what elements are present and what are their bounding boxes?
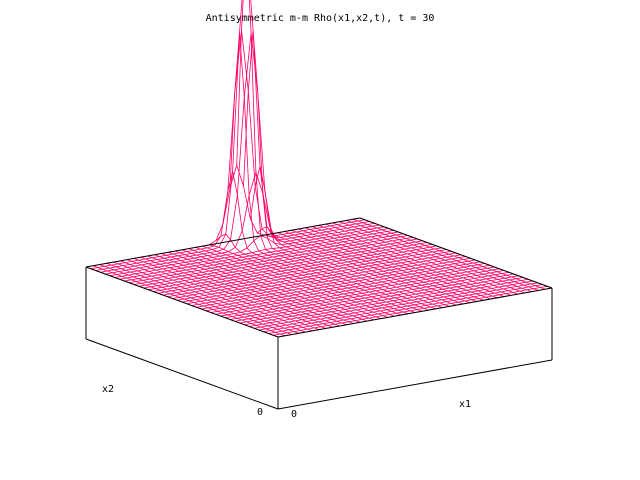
chart-title: Antisymmetric m-m Rho(x1,x2,t), t = 30 bbox=[206, 13, 435, 24]
mesh-line-x2 bbox=[220, 266, 495, 317]
mesh-line-x2 bbox=[177, 250, 452, 301]
mesh-line-x2 bbox=[205, 261, 481, 312]
mesh-line-x2 bbox=[239, 273, 514, 324]
box-edge-top-left bbox=[85, 266, 279, 338]
x1-origin-label: 0 bbox=[291, 409, 297, 420]
mesh-line-x2 bbox=[196, 257, 471, 308]
mesh-line-x2 bbox=[143, 238, 418, 289]
mesh-line-x2 bbox=[268, 284, 543, 334]
bounding-box-back bbox=[85, 267, 279, 410]
mesh-line-x2 bbox=[124, 231, 399, 282]
mesh-line-x2 bbox=[191, 256, 466, 306]
mesh-line-x2 bbox=[105, 170, 380, 275]
mesh-line-x2 bbox=[210, 263, 485, 313]
mesh-line-x2 bbox=[153, 242, 428, 292]
box-edge-top-right bbox=[359, 217, 553, 289]
x2-axis-line bbox=[85, 338, 279, 410]
mesh-line-x2 bbox=[95, 0, 370, 271]
box-edge-top-back bbox=[85, 217, 361, 268]
mesh-line-x2 bbox=[114, 228, 389, 278]
mesh-line-x2 bbox=[201, 259, 476, 310]
mesh-line-x2 bbox=[109, 226, 385, 277]
mesh-line-x2 bbox=[138, 236, 413, 287]
mesh-line-x2 bbox=[162, 245, 437, 296]
mesh-line-x2 bbox=[167, 247, 442, 298]
mesh-line-x2 bbox=[234, 271, 509, 322]
box-edge-top-front bbox=[277, 287, 553, 338]
mesh-line-x2 bbox=[119, 229, 394, 280]
mesh-line-x2 bbox=[133, 235, 409, 285]
mesh-line-x2 bbox=[273, 285, 548, 336]
x1-axis-line bbox=[277, 359, 553, 410]
mesh-line-x2 bbox=[249, 277, 524, 327]
mesh-line-x2 bbox=[225, 268, 500, 319]
mesh-line-x2 bbox=[229, 270, 505, 320]
mesh-line-x2 bbox=[258, 280, 533, 331]
mesh-line-x2 bbox=[186, 254, 461, 305]
mesh-line-x2 bbox=[253, 278, 529, 329]
mesh-line-x2 bbox=[129, 233, 404, 284]
x2-origin-label: 0 bbox=[257, 407, 263, 418]
mesh-line-x2 bbox=[244, 275, 519, 326]
x2-axis-label: x2 bbox=[102, 384, 114, 395]
mesh-line-x2 bbox=[90, 29, 365, 270]
mesh-line-x2 bbox=[157, 243, 433, 294]
mesh-line-x2 bbox=[100, 33, 375, 273]
mesh-line-x2 bbox=[215, 264, 490, 315]
mesh-line-x2 bbox=[148, 240, 423, 291]
x1-axis-label: x1 bbox=[459, 399, 471, 410]
surface-mesh bbox=[85, 0, 553, 338]
bounding-box-front bbox=[85, 217, 553, 410]
mesh-line-x2 bbox=[263, 282, 538, 333]
mesh-line-x2 bbox=[181, 252, 457, 303]
mesh-line-x2 bbox=[172, 249, 447, 299]
